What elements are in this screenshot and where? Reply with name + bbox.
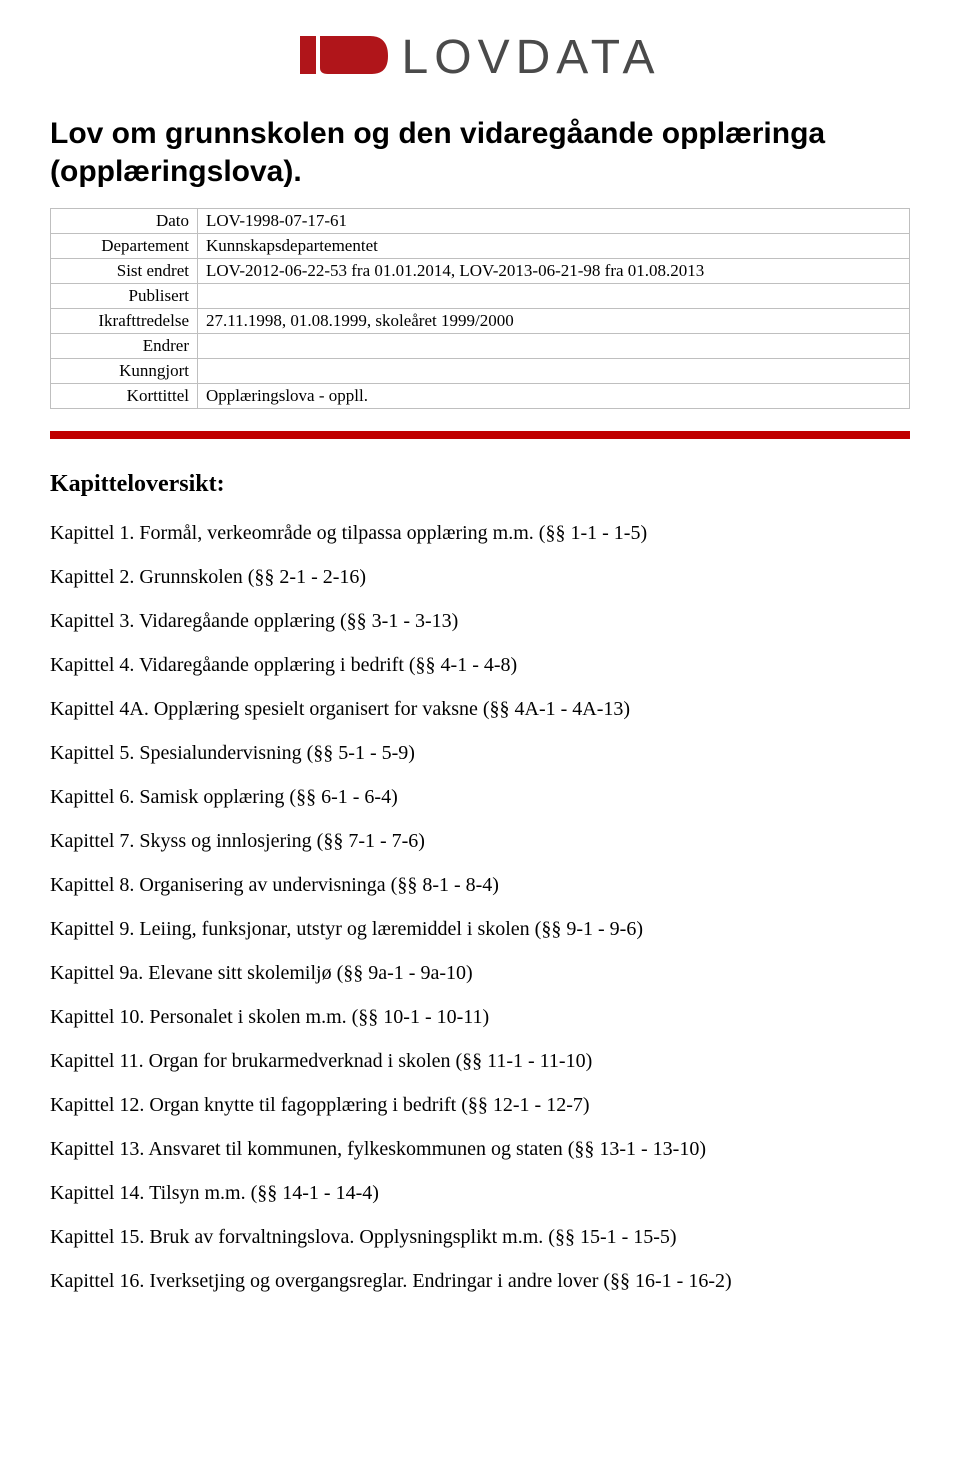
chapter-item: Kapittel 12. Organ knytte til fagopplæri… (50, 1092, 910, 1118)
chapter-item: Kapittel 5. Spesialundervisning (§§ 5-1 … (50, 740, 910, 766)
metadata-table: DatoLOV-1998-07-17-61DepartementKunnskap… (50, 208, 910, 409)
meta-row: Endrer (51, 334, 910, 359)
chapter-list: Kapittel 1. Formål, verkeområde og tilpa… (50, 520, 910, 1294)
chapter-item: Kapittel 9a. Elevane sitt skolemiljø (§§… (50, 960, 910, 986)
meta-row-value (198, 284, 910, 309)
meta-row-value (198, 334, 910, 359)
chapter-item: Kapittel 2. Grunnskolen (§§ 2-1 - 2-16) (50, 564, 910, 590)
lovdata-logo-text: LOVDATA (402, 30, 661, 85)
chapter-item: Kapittel 14. Tilsyn m.m. (§§ 14-1 - 14-4… (50, 1180, 910, 1206)
meta-row: Ikrafttredelse27.11.1998, 01.08.1999, sk… (51, 309, 910, 334)
chapter-item: Kapittel 7. Skyss og innlosjering (§§ 7-… (50, 828, 910, 854)
lovdata-mark-icon (300, 30, 390, 85)
meta-row-value: LOV-1998-07-17-61 (198, 209, 910, 234)
meta-row-value: Kunnskapsdepartementet (198, 234, 910, 259)
chapter-item: Kapittel 10. Personalet i skolen m.m. (§… (50, 1004, 910, 1030)
chapter-overview-heading: Kapitteloversikt: (50, 471, 910, 498)
chapter-item: Kapittel 13. Ansvaret til kommunen, fylk… (50, 1136, 910, 1162)
meta-row: KorttittelOpplæringslova - oppll. (51, 384, 910, 409)
meta-row-label: Sist endret (51, 259, 198, 284)
meta-row-label: Publisert (51, 284, 198, 309)
logo-wrap: LOVDATA (50, 30, 910, 85)
meta-row: Kunngjort (51, 359, 910, 384)
meta-row: DatoLOV-1998-07-17-61 (51, 209, 910, 234)
chapter-item: Kapittel 6. Samisk opplæring (§§ 6-1 - 6… (50, 784, 910, 810)
meta-row-label: Departement (51, 234, 198, 259)
page: LOVDATA Lov om grunnskolen og den vidare… (0, 0, 960, 1352)
chapter-item: Kapittel 4. Vidaregåande opplæring i bed… (50, 652, 910, 678)
meta-row: Publisert (51, 284, 910, 309)
page-title: Lov om grunnskolen og den vidaregåande o… (50, 115, 910, 190)
meta-row-value: 27.11.1998, 01.08.1999, skoleåret 1999/2… (198, 309, 910, 334)
chapter-item: Kapittel 8. Organisering av undervisning… (50, 872, 910, 898)
chapter-item: Kapittel 3. Vidaregåande opplæring (§§ 3… (50, 608, 910, 634)
meta-row-label: Kunngjort (51, 359, 198, 384)
chapter-item: Kapittel 16. Iverksetjing og overgangsre… (50, 1268, 910, 1294)
meta-row: Sist endretLOV-2012-06-22-53 fra 01.01.2… (51, 259, 910, 284)
chapter-item: Kapittel 1. Formål, verkeområde og tilpa… (50, 520, 910, 546)
chapter-item: Kapittel 15. Bruk av forvaltningslova. O… (50, 1224, 910, 1250)
chapter-item: Kapittel 11. Organ for brukarmedverknad … (50, 1048, 910, 1074)
lovdata-logo: LOVDATA (300, 30, 661, 85)
meta-row-label: Dato (51, 209, 198, 234)
meta-row-value: LOV-2012-06-22-53 fra 01.01.2014, LOV-20… (198, 259, 910, 284)
meta-row: DepartementKunnskapsdepartementet (51, 234, 910, 259)
meta-row-label: Ikrafttredelse (51, 309, 198, 334)
meta-row-label: Korttittel (51, 384, 198, 409)
meta-row-label: Endrer (51, 334, 198, 359)
meta-row-value (198, 359, 910, 384)
chapter-item: Kapittel 9. Leiing, funksjonar, utstyr o… (50, 916, 910, 942)
meta-row-value: Opplæringslova - oppll. (198, 384, 910, 409)
chapter-item: Kapittel 4A. Opplæring spesielt organise… (50, 696, 910, 722)
divider-rule (50, 431, 910, 439)
